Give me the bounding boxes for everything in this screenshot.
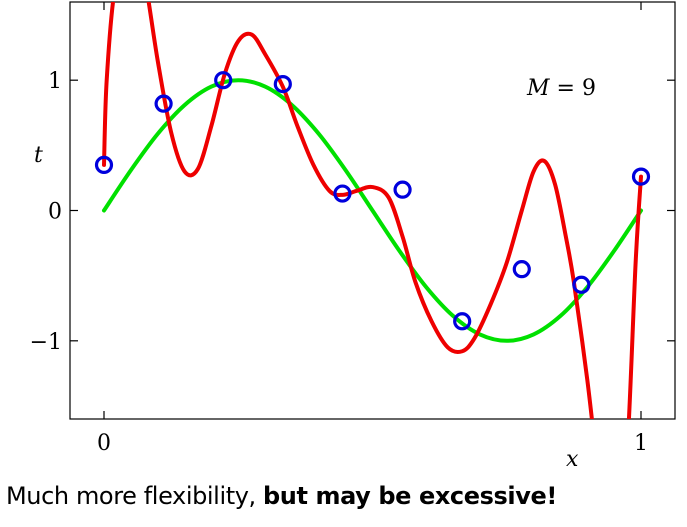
data-point [631,167,651,186]
y-tick-label: 0 [48,200,62,225]
caption-regular: Much more flexibility, [6,482,263,510]
data-point [572,275,591,294]
chart: 1 0 −1 0 1 M = 9 t x [30,1,676,472]
y-axis-label: t [34,143,43,168]
x-tick-label: 1 [634,431,648,456]
data-point [393,180,412,199]
caption: Much more flexibility, but may be excess… [6,482,686,510]
data-point [214,71,233,90]
true-function-curve [102,78,643,343]
data-point [154,94,173,113]
data-point [273,74,292,94]
data-point [94,155,114,174]
x-axis-label: x [566,447,579,472]
y-tick-label: −1 [30,330,62,355]
data-point [512,260,531,279]
x-tick-label: 0 [97,431,111,456]
data-point [453,312,472,331]
data-point [333,184,352,203]
polynomial-fit-curve [102,2,643,419]
caption-bold: but may be excessive! [263,482,557,510]
annotation-label: M = 9 [526,76,596,101]
y-tick-label: 1 [48,69,62,94]
